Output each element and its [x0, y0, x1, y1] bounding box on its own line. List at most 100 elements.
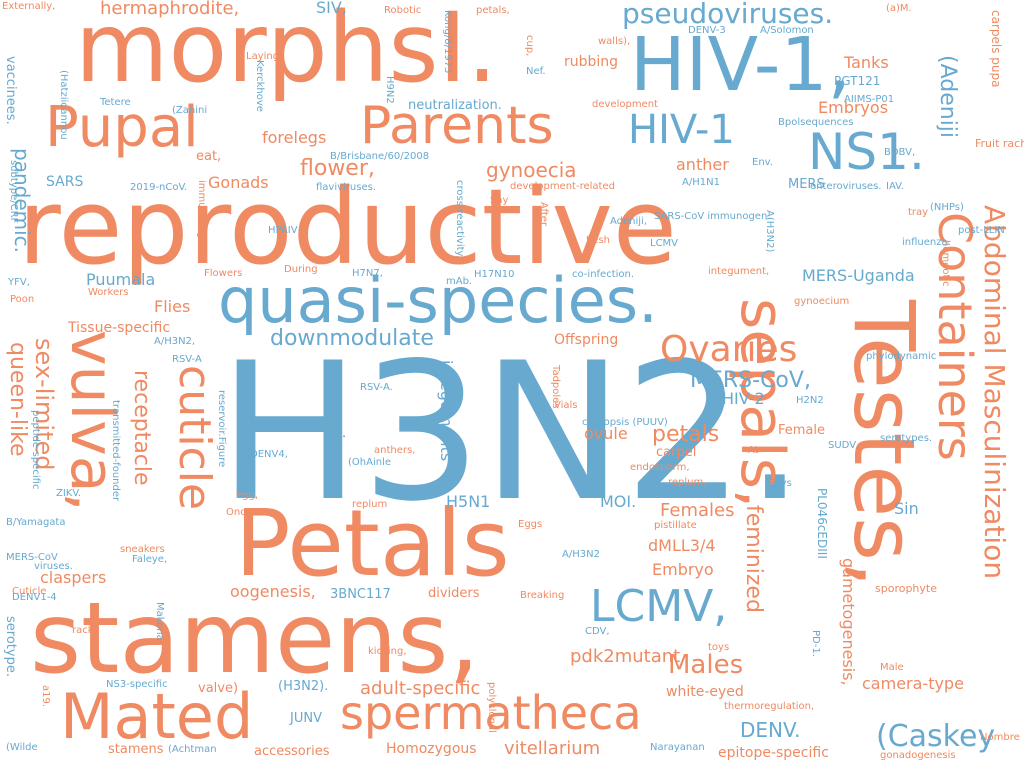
cloud-word-laying: Laying — [246, 51, 280, 62]
cloud-word-hiv-1: HIV-1 — [628, 107, 735, 153]
cloud-word-development-related: development-related — [510, 181, 615, 192]
cloud-word-h5n1: H5N1 — [446, 492, 491, 511]
cloud-word-transmitted-founder: transmitted-founder — [110, 400, 121, 502]
cloud-word-once: Once — [226, 507, 252, 518]
cloud-word-hermaphrodite: hermaphrodite, — [100, 0, 240, 19]
cloud-word-post-llin: post-LLIN — [958, 225, 1005, 236]
cloud-word-denv: DENV. — [740, 718, 801, 742]
cloud-word-puumala: Puumala — [86, 270, 156, 289]
cloud-word-sex-limited: sex-limited — [30, 338, 58, 471]
cloud-word-iav: IAV. — [886, 181, 904, 192]
cloud-word-pgt121: PGT121 — [834, 74, 881, 88]
cloud-word-bpolsequences: Bpolsequences — [778, 117, 854, 128]
cloud-word-lcmv: LCMV — [650, 238, 679, 249]
cloud-word-flowers: Flowers — [204, 268, 243, 279]
cloud-word-peptide-specific: peptide-specific — [30, 410, 41, 490]
cloud-word-sporophyte: sporophyte — [875, 582, 937, 595]
cloud-word-eggs: Eggs — [518, 519, 543, 530]
cloud-word-sudv: SUDV, — [828, 440, 860, 451]
cloud-word-denv4: DENV4, — [250, 449, 288, 460]
cloud-word-influenza: influenza. — [902, 237, 951, 248]
cloud-word-thermoregulation: thermoregulation, — [724, 701, 815, 712]
cloud-word-accessories: accessories — [254, 744, 330, 759]
cloud-word-cuticle: cuticle — [169, 365, 220, 511]
cloud-word-downmodulate: downmodulate — [270, 326, 434, 351]
cloud-word-nombre: Nombre — [980, 732, 1020, 743]
cloud-word-fruit-rachis: Fruit rachis, — [975, 137, 1024, 150]
cloud-word-hatziioannou: (Hatziioannou — [58, 70, 69, 140]
cloud-word-reservoir-figure: reservoir.Figure — [216, 390, 227, 468]
cloud-word-containers: Containers — [928, 212, 982, 461]
cloud-word-gametogenesis: gametogenesis, — [839, 558, 858, 686]
cloud-word-yfv: YFV, — [8, 277, 30, 288]
cloud-word-kicking: kicking, — [368, 646, 407, 657]
cloud-word-achtman: (Achtman — [168, 744, 217, 755]
cloud-word-h3n2: H3N2. — [218, 322, 806, 543]
cloud-word-pd-1: PD-1. — [810, 630, 821, 657]
cloud-word-abdominal-masculinization: Abdominal Masculinization — [978, 205, 1011, 580]
cloud-word-flies: Flies — [154, 297, 191, 316]
cloud-word-toys: toys — [708, 642, 730, 653]
cloud-word-subtype-crf: subtype/CRF — [8, 160, 19, 224]
cloud-word-epitope-specific: epitope-specific — [718, 745, 829, 761]
cloud-word-mers: MERS — [788, 177, 825, 192]
cloud-word-h17n10: H17N10 — [474, 269, 515, 280]
cloud-word-workers: Workers — [88, 287, 129, 298]
cloud-word-tanks: Tanks — [844, 53, 889, 72]
cloud-word-flesh: flesh — [586, 235, 610, 246]
cloud-word-serotypes: serotypes. — [880, 433, 933, 444]
cloud-word-reproductive: reproductive — [18, 166, 677, 288]
cloud-word-embryo: Embryo — [652, 560, 714, 579]
cloud-word-adeniji: (Adeniji — [935, 55, 960, 139]
cloud-word-denv1-4: DENV1-4 — [12, 592, 57, 603]
cloud-word-mers-uganda: MERS-Uganda — [802, 266, 915, 285]
cloud-word-males: Males — [668, 650, 744, 680]
cloud-word-ovule: ovule — [584, 424, 628, 443]
cloud-word-mated: Mated — [60, 680, 254, 753]
cloud-word-eat: eat, — [196, 149, 222, 164]
cloud-word-ns1: NS1. — [808, 123, 925, 181]
cloud-word-feminized: feminized — [741, 505, 766, 613]
cloud-word-after: After — [538, 202, 549, 227]
cloud-word-envs: Envs — [768, 478, 792, 489]
cloud-word-adeniji: Adeniji, — [610, 216, 648, 227]
cloud-word-morphsi: morphsI. — [75, 0, 498, 104]
cloud-word-sneakers: sneakers — [120, 544, 165, 555]
cloud-word-co-infection: co-infection. — [572, 269, 635, 280]
cloud-word-anthers: anthers, — [374, 445, 416, 456]
cloud-word-b-brisbane-60-2008: B/Brisbane/60/2008 — [330, 151, 430, 162]
cloud-word-makona: Makona — [154, 602, 165, 641]
cloud-word-phylodynamic: phylodynamic — [866, 351, 937, 362]
cloud-word-poon: Poon — [10, 294, 35, 305]
cloud-word-hpaiv: HPAIV — [268, 225, 298, 236]
cloud-word-valve: valve) — [198, 681, 239, 696]
cloud-word-viruses: viruses. — [34, 561, 73, 572]
cloud-word-ns3-specific: NS3-specific — [106, 679, 168, 690]
cloud-word-during: During — [284, 264, 318, 275]
cloud-word-siv: SIV, — [316, 0, 347, 17]
cloud-word-vitellarium: vitellarium — [504, 738, 601, 759]
cloud-word-rsv-a: RSV-A. — [360, 382, 393, 393]
cloud-word-sepals: sepals, — [727, 298, 797, 509]
cloud-word-integument: integument, — [708, 266, 770, 277]
cloud-word-a-solomon: A/Solomon — [760, 25, 814, 36]
cloud-word-immunising: immunising — [196, 180, 207, 239]
cloud-word-homeotic: homeotic — [940, 240, 951, 287]
cloud-word-receptacle: receptacle — [129, 370, 154, 486]
cloud-word-pistillate: pistillate — [654, 520, 697, 531]
cloud-word-egg: egg, — [236, 490, 259, 501]
cloud-word-kong-8-1973: Kong/8/1973 — [442, 10, 453, 74]
cloud-word-pupal: Pupal — [45, 95, 199, 160]
cloud-word-caryopsis-puuv: caryopsis (PUUV) — [582, 417, 668, 428]
cloud-word-mers-cov: MERS-CoV, — [690, 368, 811, 393]
cloud-word-cross-reactivity: cross-reactivity. — [454, 180, 465, 259]
cloud-word-male: Male — [880, 662, 904, 673]
cloud-word-claspers: claspers — [40, 568, 107, 587]
cloud-word-narayanan: Narayanan — [650, 742, 705, 753]
cloud-word-h9n2: H9N2 — [384, 76, 395, 104]
cloud-word-polyclonal: polyclonal — [486, 682, 497, 733]
cloud-word-sin: Sin — [894, 499, 919, 518]
cloud-word-cuticle: Cuticle — [12, 586, 47, 597]
cloud-word-hiv-1: HIV-1, — [630, 22, 852, 108]
